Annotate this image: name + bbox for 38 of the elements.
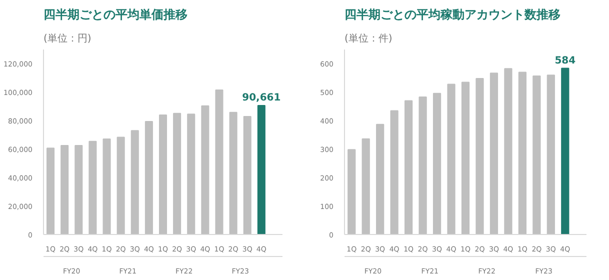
bar xyxy=(504,68,512,234)
bar xyxy=(532,75,541,234)
bar xyxy=(376,124,384,234)
bar xyxy=(390,110,398,234)
bar xyxy=(432,92,442,234)
bar xyxy=(201,105,210,234)
bar xyxy=(60,145,69,234)
bar xyxy=(404,100,413,234)
bar xyxy=(362,138,370,234)
bar xyxy=(187,114,196,234)
bar xyxy=(144,121,153,234)
bar xyxy=(257,104,266,234)
bar xyxy=(490,72,498,234)
y-axis-title: (単位：件) xyxy=(344,32,392,44)
bar xyxy=(476,78,484,234)
bar xyxy=(518,72,526,234)
bar xyxy=(46,148,55,234)
bar xyxy=(243,116,252,234)
bar xyxy=(447,84,456,234)
bar xyxy=(348,149,356,234)
bar xyxy=(461,82,470,234)
bar xyxy=(173,112,182,234)
chart-title: 四半期ごとの平均単価推移 xyxy=(44,8,188,22)
y-axis-title: (単位：円) xyxy=(44,32,92,44)
bar xyxy=(546,74,555,234)
bar xyxy=(561,68,570,234)
bar xyxy=(130,130,139,234)
bar xyxy=(158,114,168,234)
bar xyxy=(102,138,111,234)
bar xyxy=(418,96,427,234)
bar xyxy=(74,145,83,234)
bar xyxy=(116,136,125,234)
data-label: 90,661 xyxy=(242,92,281,104)
bar xyxy=(215,90,224,234)
bar xyxy=(88,140,97,234)
data-label: 584 xyxy=(554,55,576,66)
bar xyxy=(229,112,238,234)
chart-title: 四半期ごとの平均稼動アカウント数推移 xyxy=(344,8,560,22)
